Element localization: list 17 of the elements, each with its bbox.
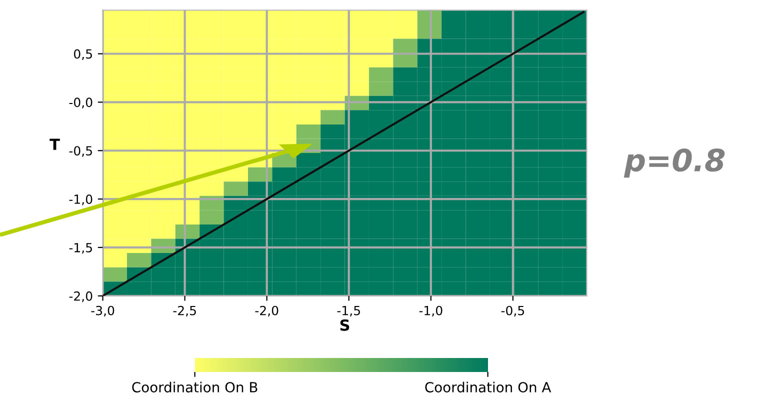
y-tick-label: 0,5 (74, 49, 92, 60)
x-tick-label: -2,0 (255, 306, 278, 317)
y-tick-label: -0,0 (69, 98, 92, 108)
text: p=0.8 (624, 148, 725, 178)
y-tick-label: -1,0 (69, 194, 92, 206)
y-tick-label: -2,0 (69, 291, 92, 302)
x-tick-label: -0,5 (501, 306, 524, 317)
y-tick-label: -0,5 (69, 146, 92, 157)
color-bar-label: Coordination On B (132, 382, 258, 392)
x-tick-label: -1,0 (419, 306, 442, 317)
y-axis-title: T (50, 138, 60, 150)
x-axis-title: S (340, 319, 350, 331)
x-tick-label: -1,5 (337, 306, 360, 317)
color-bar-label: Coordination On A (425, 382, 552, 392)
y-tick-label: -1,5 (69, 243, 92, 254)
x-tick-label: -2,5 (173, 306, 196, 317)
x-tick-label: -3,0 (91, 306, 114, 317)
